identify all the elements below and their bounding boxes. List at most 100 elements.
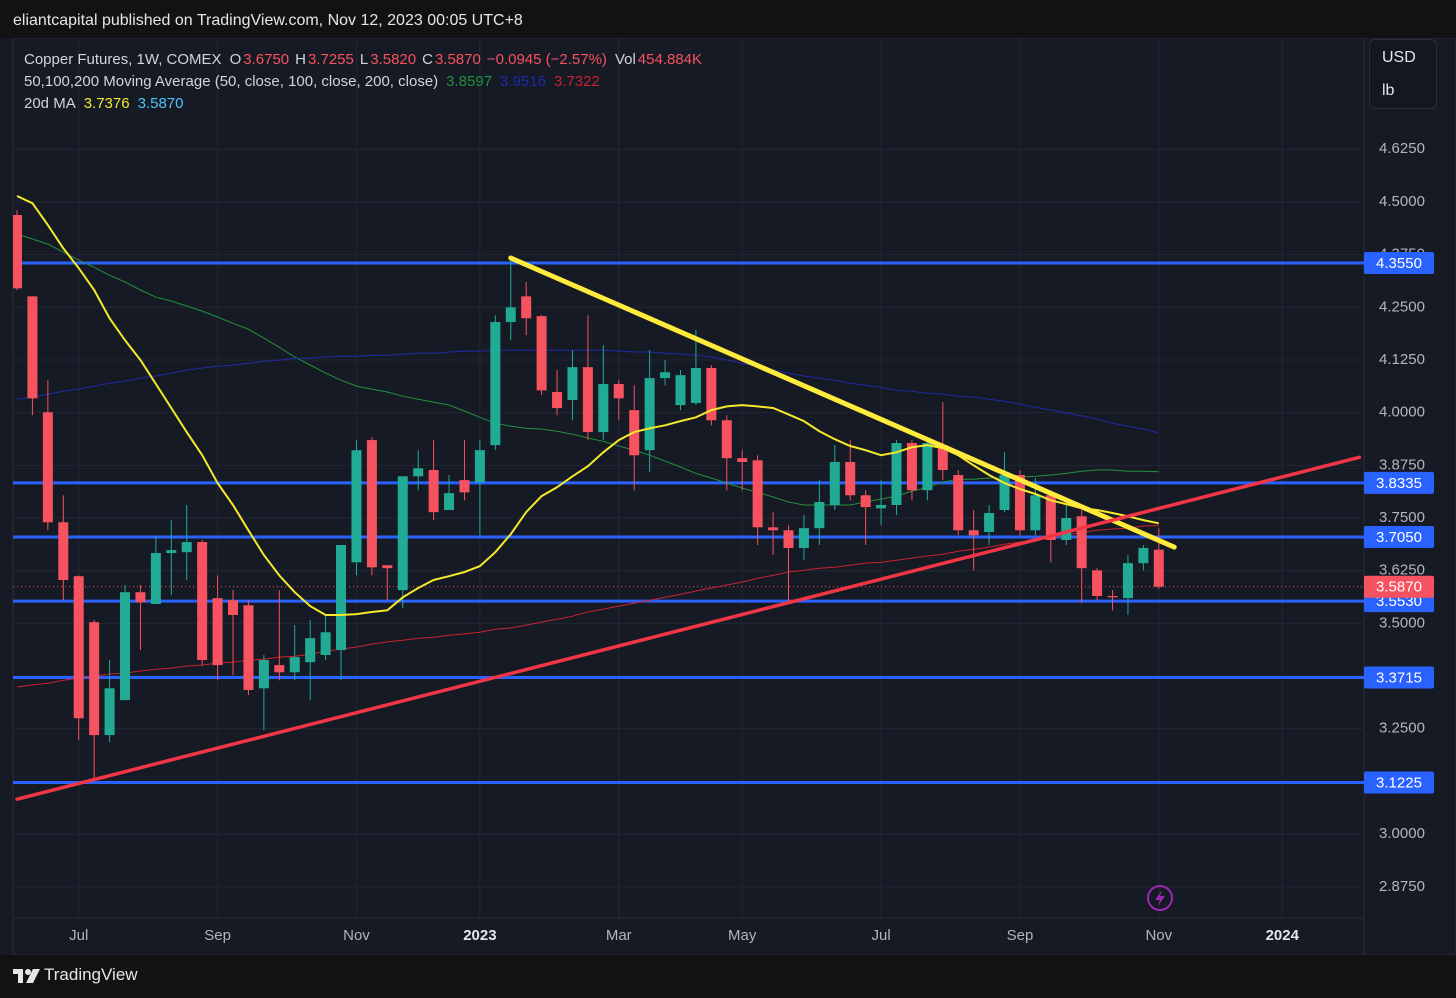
candle-body xyxy=(999,475,1010,511)
candle-body xyxy=(166,550,177,554)
candle-body xyxy=(413,468,424,477)
candle-body xyxy=(397,476,408,591)
ohlc-value: 3.5820 xyxy=(370,51,417,68)
candle-body xyxy=(1076,516,1087,569)
candle-body xyxy=(937,445,948,470)
candle-body xyxy=(1045,495,1056,540)
ma20-value: 3.5870 xyxy=(137,95,184,112)
y-tick-label: 3.8750 xyxy=(1379,456,1425,473)
ma-line xyxy=(16,195,1160,616)
y-tick-label: 4.5000 xyxy=(1379,193,1425,210)
price-tag xyxy=(1364,471,1434,494)
candle-body xyxy=(1153,549,1164,587)
candle-body xyxy=(212,598,223,666)
x-tick-label: Sep xyxy=(1007,927,1034,944)
candle-body xyxy=(644,378,655,451)
y-tick-label: 3.7500 xyxy=(1379,509,1425,526)
candle-body xyxy=(1107,596,1118,598)
candle-body xyxy=(382,565,393,569)
x-tick-label: 2023 xyxy=(463,927,496,944)
candle-body xyxy=(490,322,501,446)
candle-body xyxy=(690,368,701,403)
candle-body xyxy=(1092,570,1103,597)
candle-body xyxy=(1061,518,1072,540)
ohlc-key: O xyxy=(229,51,242,68)
candle-body xyxy=(474,450,485,483)
candle-body xyxy=(150,553,161,605)
candle-body xyxy=(27,296,38,399)
footer: TradingView xyxy=(0,955,1456,998)
trendline xyxy=(15,455,1362,801)
candle-body xyxy=(289,657,300,673)
ma-line xyxy=(16,525,1159,688)
candle-body xyxy=(737,458,748,462)
time-axis xyxy=(12,917,1365,956)
candle-body xyxy=(104,688,115,736)
unit[interactable]: lb xyxy=(1382,82,1395,99)
ma20-name: 20d MA xyxy=(24,95,76,112)
y-tick-label: 4.6250 xyxy=(1379,140,1425,157)
price-tag xyxy=(1364,575,1434,598)
price-tag-label: 3.1225 xyxy=(1376,774,1422,791)
ma-value: 3.9516 xyxy=(500,73,546,90)
candle-body xyxy=(305,638,316,663)
y-tick-label: 4.2500 xyxy=(1379,298,1425,315)
y-tick-label: 3.6250 xyxy=(1379,562,1425,579)
volume-key: Vol xyxy=(614,51,636,68)
x-tick-label: Sep xyxy=(204,927,231,944)
plot-area xyxy=(12,37,1365,919)
price-tag-label: 4.3550 xyxy=(1376,255,1422,272)
y-tick-label: 3.5000 xyxy=(1379,614,1425,631)
candle-body xyxy=(891,443,902,505)
ohlc-value: 3.6750 xyxy=(243,51,290,68)
ma-value: 3.8597 xyxy=(446,73,493,90)
candle-body xyxy=(42,412,53,523)
ohlc-key: L xyxy=(359,51,369,68)
candle-body xyxy=(505,307,516,323)
candle-body xyxy=(598,384,609,433)
brand-logo xyxy=(13,969,40,983)
y-tick-label: 4.1250 xyxy=(1379,351,1425,368)
candle-body xyxy=(274,665,285,673)
axis: 2.87503.00003.12503.25003.37503.50003.62… xyxy=(69,140,1434,944)
candle-body xyxy=(706,368,717,421)
candle-body xyxy=(860,495,871,508)
candle-body xyxy=(660,372,671,379)
candle-body xyxy=(613,384,624,399)
candle-body xyxy=(721,420,732,459)
y-tick-label: 3.0000 xyxy=(1379,825,1425,842)
candle-body xyxy=(181,542,192,553)
x-tick-label: 2024 xyxy=(1266,927,1300,944)
candle-body xyxy=(58,522,69,580)
candle-body xyxy=(197,542,208,661)
x-tick-label: Jul xyxy=(871,927,890,944)
candle-body xyxy=(968,530,979,536)
candle-body xyxy=(876,504,887,509)
alert-icon xyxy=(1147,885,1173,911)
scale-box[interactable]: USD lb xyxy=(1369,39,1437,109)
candle-body xyxy=(675,375,686,406)
price-tag-label: 3.7050 xyxy=(1376,529,1422,546)
price-tag xyxy=(1364,771,1434,794)
x-tick-label: Mar xyxy=(606,927,632,944)
ohlc-value: 3.7255 xyxy=(307,51,354,68)
y-tick-label: 2.8750 xyxy=(1379,878,1425,895)
publish-bar: eliantcapital published on TradingView.c… xyxy=(0,0,1456,38)
candle-body xyxy=(829,461,840,505)
price-axis xyxy=(1363,37,1456,956)
ma20-legend: 20d MA 3.7376 3.5870 xyxy=(24,95,191,112)
candle-body xyxy=(135,592,146,603)
symbol: Copper Futures, 1W, COMEX xyxy=(24,51,222,68)
brand-name: TradingView xyxy=(44,965,138,984)
candle-body xyxy=(351,450,362,563)
currency[interactable]: USD xyxy=(1382,49,1416,66)
y-tick-label: 4.0000 xyxy=(1379,404,1425,421)
candle-body xyxy=(922,443,933,491)
candle-body xyxy=(89,622,100,736)
candle-body xyxy=(258,660,269,689)
ma-name: 50,100,200 Moving Average (50, close, 10… xyxy=(24,73,439,90)
y-tick-label: 3.2500 xyxy=(1379,720,1425,737)
candle-body xyxy=(752,460,763,528)
